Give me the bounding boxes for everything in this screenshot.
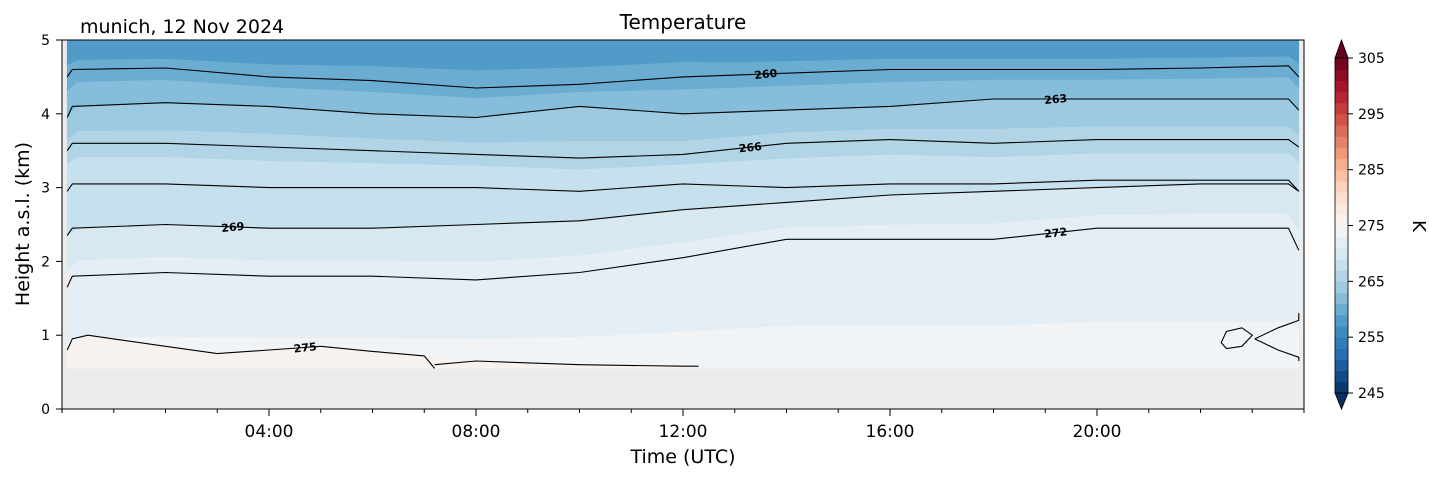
colorbar-bin [1334, 158, 1349, 171]
contour-line [66, 65, 1300, 89]
colorbar-bin [1334, 80, 1349, 93]
colorbar-tick-label: 245 [1358, 386, 1385, 402]
colorbar-bin [1334, 337, 1349, 349]
colorbar-bin [1334, 281, 1349, 294]
colorbar-bin [1334, 247, 1349, 260]
contour-labels: 260 263 266 269 272 275 [221, 67, 1068, 356]
contour-label: 272 [1044, 225, 1068, 240]
colorbar-bin [1334, 348, 1349, 361]
colorbar-bin [1334, 359, 1349, 372]
colorbar-bin [1334, 147, 1349, 160]
colorbar-bin [1334, 314, 1349, 327]
colorbar-tick-label: 305 [1358, 51, 1385, 67]
colorbar-bin [1334, 325, 1349, 338]
y-axis: 0 1 2 3 4 5 [41, 33, 62, 418]
colorbar-bin [1334, 214, 1349, 227]
colorbar-label: K [1408, 220, 1429, 233]
contour-line [66, 139, 1300, 159]
x-axis-label: Time (UTC) [629, 446, 735, 468]
contour-line [66, 227, 1300, 288]
contour-label: 269 [221, 220, 245, 235]
y-tick-label: 2 [41, 254, 50, 270]
x-tick-label: 08:00 [452, 422, 501, 442]
contour-label: 275 [293, 340, 317, 355]
colorbar-tick-label: 265 [1358, 274, 1385, 290]
x-tick-label: 04:00 [245, 422, 294, 442]
temperature-field [66, 40, 1300, 369]
x-axis: 04:00 08:00 12:00 16:00 20:00 [61, 409, 1305, 442]
y-tick-label: 1 [41, 328, 50, 344]
colorbar-bin [1334, 102, 1349, 115]
chart-title: Temperature [619, 10, 747, 34]
colorbar-bin [1334, 91, 1349, 104]
colorbar-tick-label: 275 [1358, 219, 1385, 235]
colorbar-bin [1334, 225, 1349, 238]
contour-line [66, 183, 1300, 236]
contour-label: 266 [738, 140, 763, 155]
colorbar-bin [1334, 169, 1349, 182]
colorbar-extend-min [1334, 392, 1349, 411]
colorbar-bin [1334, 258, 1349, 271]
contour-label: 260 [754, 67, 779, 82]
colorbar-bin [1334, 180, 1349, 193]
colorbar-bin [1334, 381, 1349, 394]
warm-region [67, 335, 699, 369]
contour-line [1254, 313, 1300, 340]
contour-line [1254, 338, 1300, 361]
colorbar-bin [1334, 270, 1349, 282]
x-tick-label: 20:00 [1073, 422, 1122, 442]
contour-label: 263 [1044, 92, 1068, 107]
colorbar: 245 255 265 275 285 295 305 [1334, 38, 1385, 411]
colorbar-extend-max [1334, 38, 1349, 59]
colorbar-bin [1334, 203, 1349, 215]
colorbar-bin [1334, 191, 1349, 204]
contour-line [1220, 327, 1254, 350]
colorbar-bin [1334, 292, 1349, 305]
x-tick-label: 12:00 [659, 422, 708, 442]
colorbar-bin [1334, 303, 1349, 316]
contour-lines [66, 40, 1300, 369]
contour-line [66, 98, 1300, 119]
contour-line [434, 360, 699, 367]
field-band [66, 40, 1300, 53]
y-tick-label: 0 [41, 402, 50, 418]
colorbar-bin [1334, 57, 1349, 70]
colorbar-tick-label: 295 [1358, 107, 1385, 123]
colorbar-bin [1334, 113, 1349, 126]
y-tick-label: 4 [41, 107, 50, 123]
colorbar-bin [1334, 236, 1349, 249]
chart-subtitle: munich, 12 Nov 2024 [80, 16, 284, 38]
plot-area: 260 263 266 269 272 275 [61, 39, 1305, 410]
colorbar-tick-label: 255 [1358, 330, 1385, 346]
contour-line [66, 334, 436, 369]
y-axis-label: Height a.s.l. (km) [12, 142, 34, 306]
colorbar-bin [1334, 370, 1349, 383]
colorbar-bin [1334, 136, 1349, 148]
colorbar-bin [1334, 124, 1349, 137]
contour-line [66, 179, 1300, 192]
y-tick-label: 5 [41, 33, 50, 49]
y-tick-label: 3 [41, 181, 50, 197]
colorbar-bin [1334, 69, 1349, 81]
x-tick-label: 16:00 [866, 422, 915, 442]
colorbar-tick-label: 285 [1358, 163, 1385, 179]
